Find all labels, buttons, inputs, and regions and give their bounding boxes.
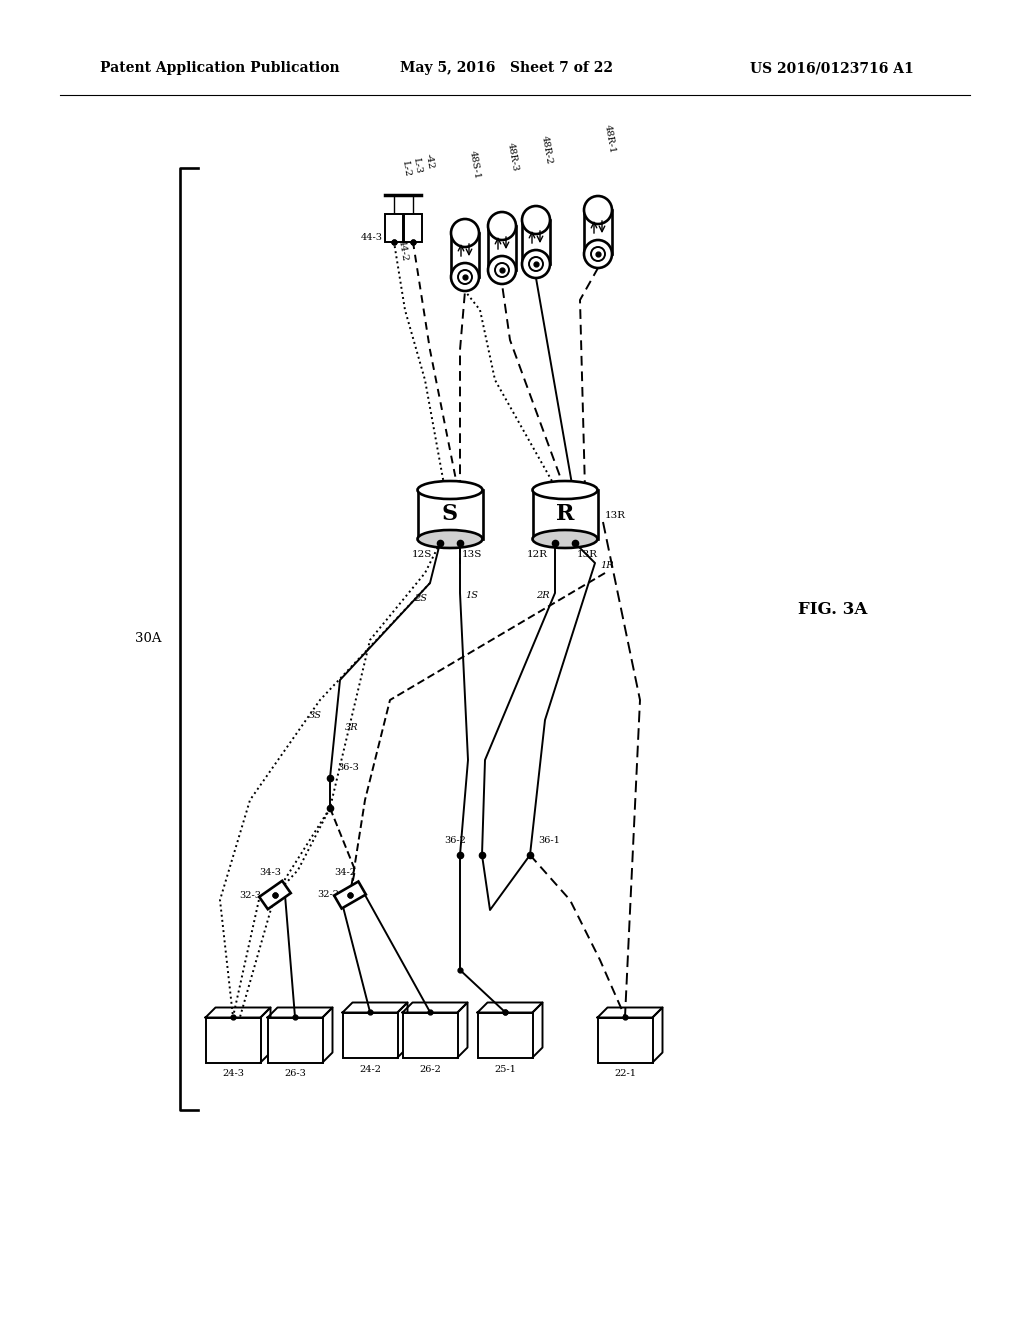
Ellipse shape <box>584 240 612 268</box>
Text: 3R: 3R <box>345 723 358 733</box>
Bar <box>451 234 479 277</box>
Bar <box>259 880 291 909</box>
Ellipse shape <box>584 195 612 224</box>
Text: 2S: 2S <box>414 594 426 603</box>
Text: -42: -42 <box>423 153 435 170</box>
Text: 36-2: 36-2 <box>444 836 466 845</box>
Ellipse shape <box>532 480 597 499</box>
Text: 48S-1: 48S-1 <box>468 150 482 180</box>
Text: Patent Application Publication: Patent Application Publication <box>100 61 340 75</box>
Text: 13R: 13R <box>605 511 626 520</box>
Bar <box>477 1012 532 1057</box>
Ellipse shape <box>591 247 605 261</box>
Text: 32-2: 32-2 <box>317 890 339 899</box>
Text: 1R: 1R <box>600 561 613 570</box>
Bar <box>404 214 422 242</box>
Text: 24-3: 24-3 <box>222 1069 244 1078</box>
Bar <box>532 490 597 539</box>
Text: 26-3: 26-3 <box>284 1069 306 1078</box>
Bar <box>418 490 482 539</box>
Ellipse shape <box>451 263 479 290</box>
Text: FIG. 3A: FIG. 3A <box>798 602 867 619</box>
Text: 25-1: 25-1 <box>494 1064 516 1073</box>
Text: 12S: 12S <box>412 550 432 558</box>
Ellipse shape <box>488 256 516 284</box>
Ellipse shape <box>451 219 479 247</box>
Ellipse shape <box>522 249 550 279</box>
Ellipse shape <box>495 263 509 277</box>
Text: US 2016/0123716 A1: US 2016/0123716 A1 <box>750 61 913 75</box>
Text: 12R: 12R <box>526 550 548 558</box>
Text: May 5, 2016   Sheet 7 of 22: May 5, 2016 Sheet 7 of 22 <box>400 61 613 75</box>
Text: 34-3: 34-3 <box>259 869 281 876</box>
Text: R: R <box>556 503 574 525</box>
Text: 36-3: 36-3 <box>337 763 358 772</box>
Text: 13R: 13R <box>577 550 598 558</box>
Bar <box>522 220 550 264</box>
Text: 34-2: 34-2 <box>334 869 356 876</box>
Bar <box>342 1012 397 1057</box>
Text: 36-1: 36-1 <box>538 836 560 845</box>
Ellipse shape <box>418 480 482 499</box>
Text: 48R-1: 48R-1 <box>603 124 617 154</box>
Ellipse shape <box>529 257 543 271</box>
Ellipse shape <box>488 213 516 240</box>
Text: S: S <box>442 503 458 525</box>
Text: 3S: 3S <box>308 711 322 719</box>
Bar <box>597 1018 652 1063</box>
Text: 2R: 2R <box>537 591 550 601</box>
Bar <box>267 1018 323 1063</box>
Text: 30A: 30A <box>135 632 161 645</box>
Bar <box>385 214 403 242</box>
Text: 48R-3: 48R-3 <box>506 141 520 172</box>
Bar <box>584 210 612 253</box>
Bar <box>334 882 366 908</box>
Ellipse shape <box>458 271 472 284</box>
Ellipse shape <box>522 206 550 234</box>
Ellipse shape <box>418 531 482 548</box>
Bar <box>488 226 516 271</box>
Text: 44-2: 44-2 <box>396 239 410 261</box>
Text: 1S: 1S <box>466 591 478 601</box>
Ellipse shape <box>532 531 597 548</box>
Text: 13S: 13S <box>462 550 482 558</box>
Text: 26-2: 26-2 <box>419 1064 441 1073</box>
Bar <box>206 1018 260 1063</box>
Text: L-2: L-2 <box>400 160 412 177</box>
Bar <box>402 1012 458 1057</box>
Text: 24-2: 24-2 <box>359 1064 381 1073</box>
Text: 44-3: 44-3 <box>361 234 383 242</box>
Text: 48R-2: 48R-2 <box>540 135 554 165</box>
Text: 32-3: 32-3 <box>239 891 261 900</box>
Text: 22-1: 22-1 <box>614 1069 636 1078</box>
Text: L-3: L-3 <box>412 157 423 174</box>
